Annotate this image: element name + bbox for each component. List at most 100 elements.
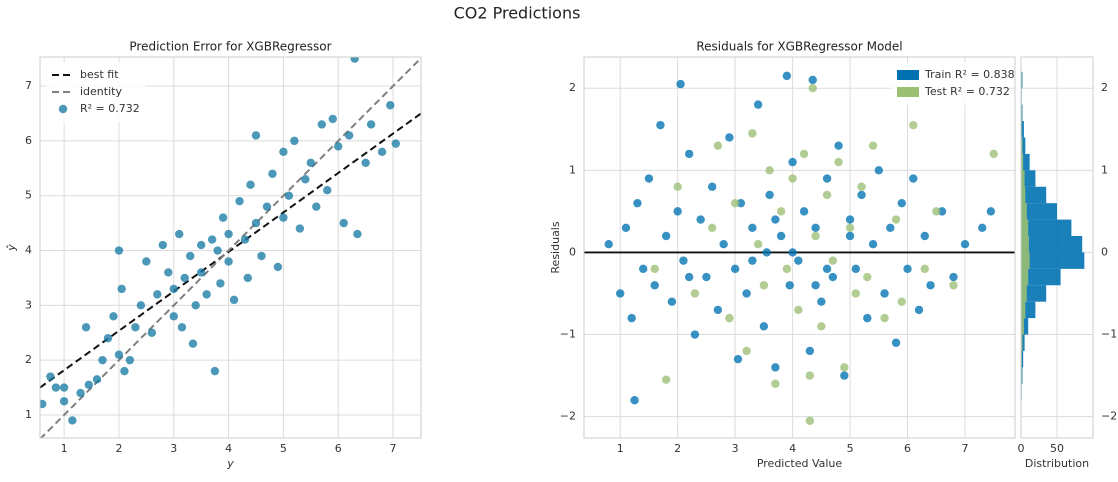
point (840, 371, 849, 380)
point (949, 272, 958, 282)
point (730, 198, 740, 208)
point (262, 202, 272, 211)
x-axis-label: Distribution (1025, 457, 1089, 470)
x-axis-label: y (226, 457, 234, 470)
point (811, 281, 820, 290)
point (851, 264, 861, 274)
legend-box (891, 63, 1009, 105)
point (246, 180, 255, 189)
y-axis-label: Residuals (549, 221, 562, 273)
point (210, 366, 220, 376)
hist-bar (1021, 186, 1047, 204)
point (59, 383, 69, 392)
point (828, 256, 838, 265)
hist-bar (1021, 170, 1025, 187)
hist-bar (1021, 186, 1026, 204)
point (989, 149, 998, 159)
y-tick-label: 2 (1101, 81, 1108, 94)
point (684, 149, 694, 159)
x-tick-label: 5 (847, 442, 854, 455)
point (175, 229, 184, 239)
point (328, 114, 337, 124)
point (656, 120, 665, 130)
point (323, 186, 332, 195)
point (834, 141, 843, 150)
x-axis-label: Predicted Value (757, 457, 843, 470)
point (817, 322, 826, 331)
point (661, 375, 671, 384)
axes-title: Prediction Error for XGBRegressor (129, 40, 331, 54)
point (863, 313, 872, 323)
point (719, 240, 728, 249)
point (886, 223, 895, 232)
point (136, 301, 146, 310)
point (131, 323, 140, 332)
point (863, 272, 872, 282)
plot-area (584, 71, 1015, 425)
point (295, 224, 305, 233)
axes-title: Residuals for XGBRegressor Model (696, 40, 902, 54)
point (690, 330, 700, 339)
point (339, 218, 348, 228)
point (616, 289, 625, 298)
point (725, 133, 734, 142)
x-tick-label: 3 (170, 442, 177, 455)
point (730, 264, 740, 274)
point (196, 268, 206, 277)
y-tick-label: 2 (569, 81, 576, 94)
point (805, 371, 815, 380)
y-tick-label: 3 (25, 298, 32, 311)
point (788, 248, 797, 257)
point (120, 366, 129, 376)
point (920, 231, 929, 241)
point (978, 223, 987, 232)
point (771, 379, 780, 389)
point (851, 289, 861, 298)
y-tick-label: 5 (25, 189, 32, 202)
point (117, 284, 126, 294)
point (897, 297, 906, 306)
point (765, 166, 774, 175)
point (932, 207, 941, 216)
hist-bar (1021, 219, 1029, 237)
point (909, 174, 918, 183)
point (845, 231, 855, 241)
point (707, 182, 717, 191)
x-tick-label: 7 (962, 442, 969, 455)
figure-title: CO2 Predictions (454, 4, 581, 23)
point (782, 264, 792, 274)
point (713, 305, 723, 315)
point (788, 157, 797, 167)
legend-label: Test R² = 0.732 (924, 85, 1010, 98)
point (880, 313, 889, 323)
point (748, 223, 757, 232)
point (235, 196, 244, 206)
hist-bar (1021, 334, 1023, 351)
point (679, 256, 688, 265)
y-tick-label: −1 (560, 328, 576, 341)
point (317, 120, 326, 129)
point (251, 218, 261, 228)
y-tick-label: −1 (1101, 328, 1117, 341)
axes-frame (1020, 56, 1094, 439)
hist-bar (1021, 137, 1023, 154)
point (811, 223, 820, 232)
point (68, 416, 77, 425)
point (188, 339, 198, 348)
y-tick-label: 0 (1101, 245, 1108, 258)
x-tick-label: 1 (61, 442, 68, 455)
point (733, 354, 743, 364)
point (676, 79, 685, 89)
point (229, 295, 239, 305)
point (207, 235, 217, 244)
point (284, 191, 294, 200)
point (180, 273, 189, 283)
point (725, 313, 734, 323)
hist-bar (1021, 334, 1025, 351)
point (753, 100, 763, 109)
point (713, 141, 723, 150)
point (240, 235, 250, 244)
point (874, 166, 884, 175)
point (834, 157, 843, 167)
